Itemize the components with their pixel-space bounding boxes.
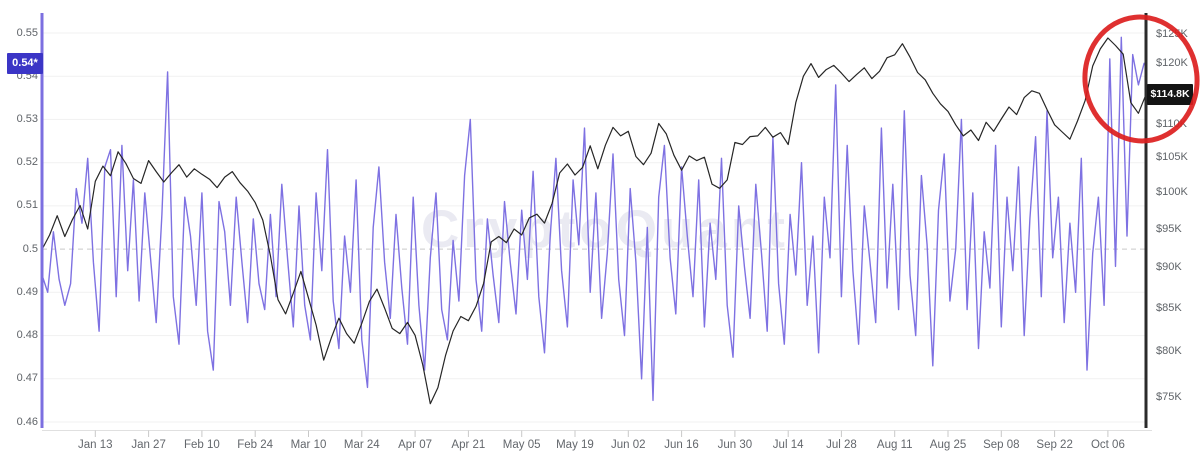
right-axis-tick-label: $75K: [1156, 390, 1182, 403]
left-axis-tick-label: 0.51: [16, 199, 38, 212]
x-axis-tick-label: Aug 11: [876, 439, 913, 451]
left-axis-tick-label: 0.53: [16, 112, 38, 125]
right-axis-tick-label: $95K: [1156, 222, 1182, 235]
left-axis-tick-label: 0.48: [16, 329, 38, 342]
left-axis-tick-label: 0.46: [16, 415, 38, 428]
x-axis-tick-label: Oct 06: [1090, 439, 1125, 451]
x-axis-tick-label: Mar 10: [290, 439, 327, 451]
right-axis-tick-label: $120K: [1156, 56, 1188, 69]
right-axis-tick-label: $100K: [1156, 186, 1188, 199]
left-axis-tick-label: 0.49: [16, 285, 38, 298]
x-axis-tick-label: May 19: [556, 439, 594, 451]
x-axis-tick-label: Apr 07: [398, 439, 433, 451]
left-axis-tick-label: 0.55: [16, 26, 38, 39]
x-axis-tick-label: Feb 10: [183, 439, 220, 451]
right-axis-tick-label: $80K: [1156, 344, 1182, 357]
x-axis-tick-label: Mar 24: [343, 439, 380, 451]
right-axis-tick-label: $90K: [1156, 260, 1182, 273]
right-axis-tick-label: $110K: [1156, 118, 1187, 131]
left-axis-tick-label: 0.52: [16, 156, 38, 169]
x-axis-tick-label: Jan 27: [131, 439, 166, 451]
x-axis-tick-label: Jul 28: [826, 439, 857, 451]
right-axis-current-value-badge: $114.8K: [1147, 84, 1193, 105]
x-axis-tick-label: Sep 08: [983, 439, 1020, 451]
x-axis-tick-label: Jun 02: [610, 439, 646, 451]
x-axis-tick-label: May 05: [502, 439, 541, 451]
x-axis-tick-label: Jun 30: [717, 439, 753, 451]
right-axis-tick-label: $125K: [1156, 27, 1188, 40]
left-axis-tick-label: 0.5: [22, 242, 38, 255]
right-axis-tick-label: $85K: [1156, 301, 1182, 314]
x-axis-tick-label: Sep 22: [1036, 439, 1073, 451]
x-axis-tick-label: Jul 14: [772, 439, 804, 451]
x-axis-tick-label: Jun 16: [664, 439, 699, 451]
left-axis-current-value-badge: 0.54*: [7, 52, 43, 74]
x-axis-tick-label: Apr 21: [451, 439, 486, 451]
x-axis-tick-label: Jan 13: [78, 439, 113, 451]
right-axis-tick-label: $105K: [1156, 151, 1188, 164]
x-axis-tick-label: Aug 25: [929, 439, 967, 451]
left-axis-tick-label: 0.47: [16, 372, 38, 385]
x-axis-tick-label: Feb 24: [237, 439, 274, 451]
left-axis-tick-label: 0.54: [16, 69, 38, 82]
